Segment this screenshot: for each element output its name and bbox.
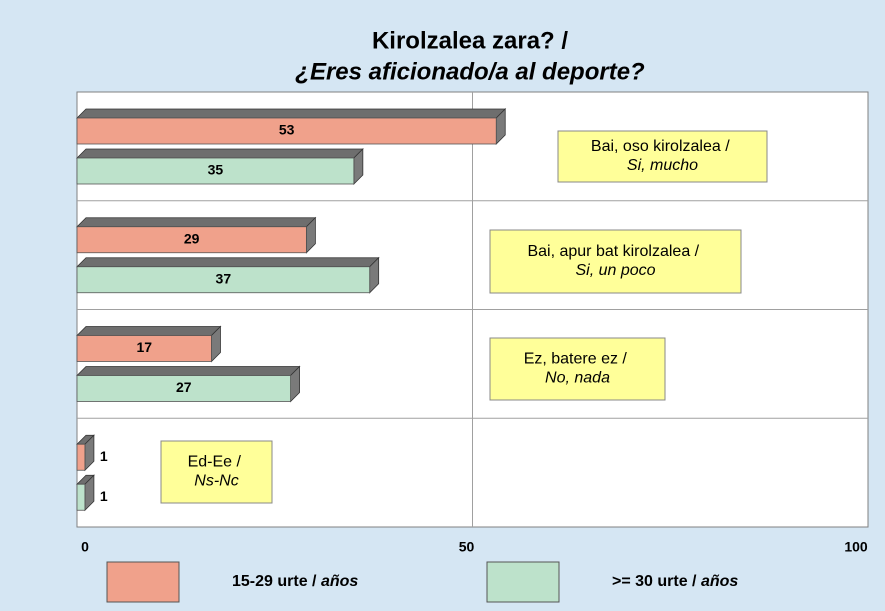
bar-top xyxy=(76,108,507,119)
bar xyxy=(76,375,291,402)
category-label: Ez, batere ez / No, nada xyxy=(524,351,632,387)
bar-top xyxy=(76,148,364,159)
data-label: 27 xyxy=(176,379,192,395)
category-box xyxy=(489,337,666,401)
category-label: Bai, apur bat kirolzalea / Si, un poco xyxy=(527,243,703,279)
chart-subtitle: ¿Eres aficionado/a al deporte? xyxy=(295,58,645,85)
x-tick-label: 100 xyxy=(844,539,868,555)
data-label: 37 xyxy=(216,270,232,286)
bar-top xyxy=(76,217,317,228)
legend-label: >= 30 urte / años xyxy=(612,573,738,590)
data-label: 1 xyxy=(100,448,108,464)
data-label: 53 xyxy=(279,122,295,138)
data-label: 17 xyxy=(136,339,152,355)
bar-top xyxy=(76,326,222,336)
bar xyxy=(76,117,497,145)
bar-top xyxy=(76,257,380,268)
bar xyxy=(76,157,355,185)
category-label: Bai, oso kirolzalea / Si, mucho xyxy=(591,138,734,174)
data-label: 35 xyxy=(208,162,224,178)
category-box xyxy=(557,130,768,183)
bar xyxy=(76,226,307,254)
bar xyxy=(76,335,212,362)
legend-swatch xyxy=(486,561,560,603)
bar xyxy=(76,483,86,511)
data-label: 1 xyxy=(100,488,108,504)
category-box xyxy=(489,229,742,294)
x-tick-label: 50 xyxy=(459,539,475,555)
x-tick-label: 0 xyxy=(81,539,89,555)
legend-label: 15-29 urte / años xyxy=(232,573,358,590)
category-box xyxy=(160,440,273,504)
chart-title: Kirolzalea zara? / xyxy=(372,27,568,54)
bar-top xyxy=(76,366,301,376)
legend-swatch xyxy=(106,561,180,603)
bar xyxy=(76,443,86,471)
data-label: 29 xyxy=(184,230,200,246)
category-label: Ed-Ee / Ns-Nc xyxy=(188,454,246,490)
bar xyxy=(76,266,371,294)
